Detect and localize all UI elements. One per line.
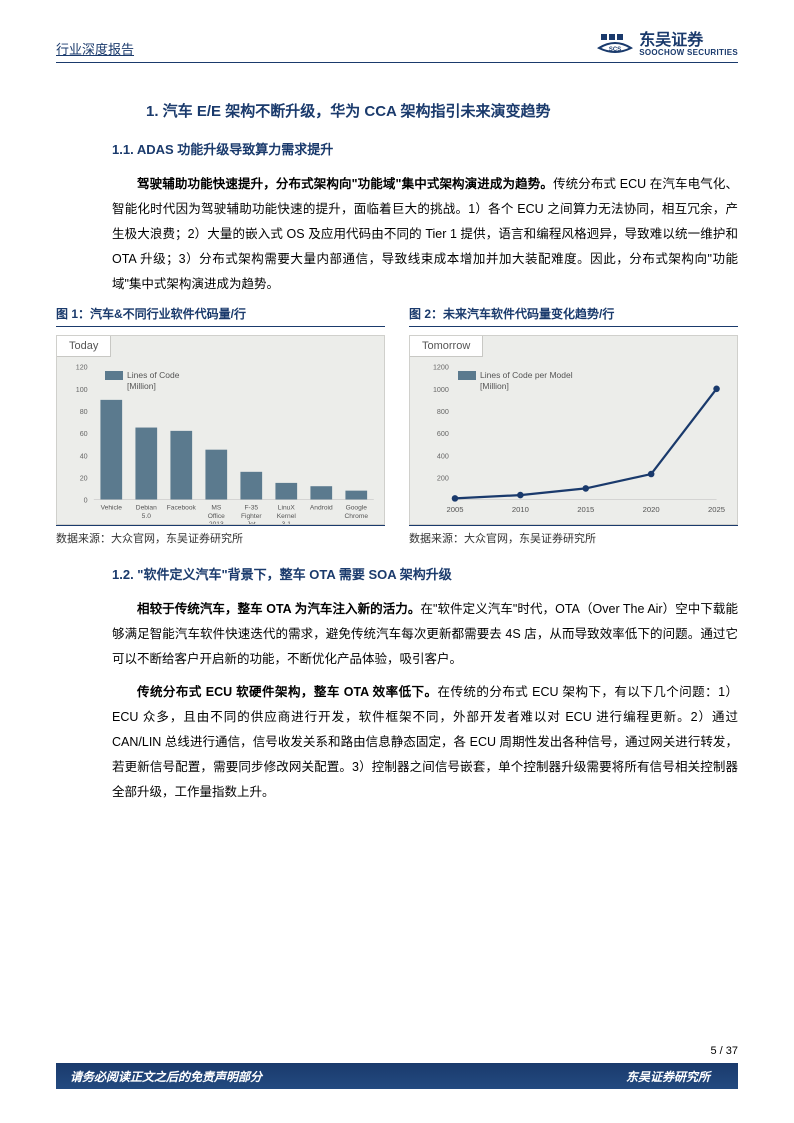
charts-row: 图 1：汽车&不同行业软件代码量/行 Today Lines of Code [… <box>56 305 738 546</box>
chart2-box: Tomorrow Lines of Code per Model [Millio… <box>409 335 738 525</box>
svg-text:100: 100 <box>76 386 88 394</box>
paragraph-2: 相较于传统汽车，整车 OTA 为汽车注入新的活力。在"软件定义汽车"时代，OTA… <box>112 597 738 672</box>
paragraph-3: 传统分布式 ECU 软硬件架构，整车 OTA 效率低下。在传统的分布式 ECU … <box>112 680 738 805</box>
doc-type-label: 行业深度报告 <box>56 39 134 58</box>
p1-bold: 驾驶辅助功能快速提升，分布式架构向"功能域"集中式架构演进成为趋势。 <box>137 177 553 191</box>
svg-text:400: 400 <box>437 452 449 460</box>
svg-text:80: 80 <box>80 408 88 416</box>
svg-text:20: 20 <box>80 474 88 482</box>
svg-text:1000: 1000 <box>433 386 449 394</box>
svg-text:Vehicle: Vehicle <box>101 505 123 512</box>
chart1-box: Today Lines of Code [Million] 0204060801… <box>56 335 385 525</box>
svg-text:F-35: F-35 <box>244 505 258 512</box>
svg-text:Google: Google <box>346 505 368 512</box>
svg-text:Chrome: Chrome <box>344 513 368 520</box>
chart1-svg: 0 20 40 60 80 100 120 Vehicle Debian5.0 Facebook M… <box>57 336 384 525</box>
heading-1: 1. 汽车 E/E 架构不断升级，华为 CCA 架构指引未来演变趋势 <box>146 100 738 121</box>
svg-text:2010: 2010 <box>512 505 529 514</box>
chart2-column: 图 2：未来汽车软件代码量变化趋势/行 Tomorrow Lines of Co… <box>409 305 738 546</box>
chart1-source: 数据来源：大众官网，东吴证券研究所 <box>56 525 385 546</box>
svg-text:Fighter: Fighter <box>241 513 262 520</box>
svg-text:2015: 2015 <box>577 505 594 514</box>
svg-text:2005: 2005 <box>446 505 463 514</box>
svg-text:2013: 2013 <box>209 521 224 525</box>
svg-text:Debian: Debian <box>136 505 157 512</box>
company-logo: SCS 东吴证券 SOOCHOW SECURITIES <box>597 32 738 58</box>
svg-text:Office: Office <box>208 513 225 520</box>
chart2-caption: 图 2：未来汽车软件代码量变化趋势/行 <box>409 305 738 327</box>
logo-cn: 东吴证券 <box>639 33 738 49</box>
p1-rest: 传统分布式 ECU 在汽车电气化、智能化时代因为驾驶辅助功能快速的提升，面临着巨… <box>112 177 738 291</box>
p3-bold: 传统分布式 ECU 软硬件架构，整车 OTA 效率低下。 <box>137 685 438 699</box>
svg-text:Android: Android <box>310 505 333 512</box>
svg-text:40: 40 <box>80 452 88 460</box>
svg-text:Facebook: Facebook <box>167 505 197 512</box>
footer-disclaimer: 请务必阅读正文之后的免责声明部分 <box>70 1068 262 1085</box>
footer-org: 东吴证券研究所 <box>626 1068 710 1085</box>
svg-text:Jet: Jet <box>247 521 256 525</box>
footer-bar: 请务必阅读正文之后的免责声明部分 东吴证券研究所 <box>56 1063 738 1089</box>
page-number: 5 / 37 <box>56 1045 738 1057</box>
p2-bold: 相较于传统汽车，整车 OTA 为汽车注入新的活力。 <box>137 602 420 616</box>
chart2-source: 数据来源：大众官网，东吴证券研究所 <box>409 525 738 546</box>
svg-text:0: 0 <box>84 497 88 505</box>
page-footer: 5 / 37 请务必阅读正文之后的免责声明部分 东吴证券研究所 <box>56 1045 738 1089</box>
page-header: 行业深度报告 SCS 东吴证券 SOOCHOW SECURITIES <box>56 32 738 63</box>
svg-text:120: 120 <box>76 364 88 372</box>
heading-2-adas: 1.1. ADAS 功能升级导致算力需求提升 <box>112 139 738 158</box>
svg-text:60: 60 <box>80 430 88 438</box>
chart2-svg: 200 400 600 800 1000 1200 2005 2010 2015 2020 2025 <box>410 336 737 525</box>
logo-text: 东吴证券 SOOCHOW SECURITIES <box>639 33 738 57</box>
logo-en: SOOCHOW SECURITIES <box>639 49 738 57</box>
heading-2-soa: 1.2. "软件定义汽车"背景下，整车 OTA 需要 SOA 架构升级 <box>112 564 738 583</box>
svg-text:MS: MS <box>211 505 222 512</box>
p3-rest: 在传统的分布式 ECU 架构下，有以下几个问题：1）ECU 众多，且由不同的供应… <box>112 685 738 799</box>
chart1-column: 图 1：汽车&不同行业软件代码量/行 Today Lines of Code [… <box>56 305 385 546</box>
svg-text:800: 800 <box>437 408 449 416</box>
svg-text:1200: 1200 <box>433 364 449 372</box>
chart1-caption: 图 1：汽车&不同行业软件代码量/行 <box>56 305 385 327</box>
page-content: 1. 汽车 E/E 架构不断升级，华为 CCA 架构指引未来演变趋势 1.1. … <box>56 90 738 813</box>
logo-icon: SCS <box>597 32 633 58</box>
svg-text:LinuX: LinuX <box>278 505 296 512</box>
svg-text:3.1: 3.1 <box>282 521 292 525</box>
svg-text:5.0: 5.0 <box>142 513 152 520</box>
svg-text:600: 600 <box>437 430 449 438</box>
svg-text:SCS: SCS <box>609 47 621 53</box>
paragraph-1: 驾驶辅助功能快速提升，分布式架构向"功能域"集中式架构演进成为趋势。传统分布式 … <box>112 172 738 297</box>
svg-text:200: 200 <box>437 474 449 482</box>
svg-text:Kernel: Kernel <box>277 513 297 520</box>
svg-text:2020: 2020 <box>643 505 660 514</box>
svg-text:2025: 2025 <box>708 505 725 514</box>
